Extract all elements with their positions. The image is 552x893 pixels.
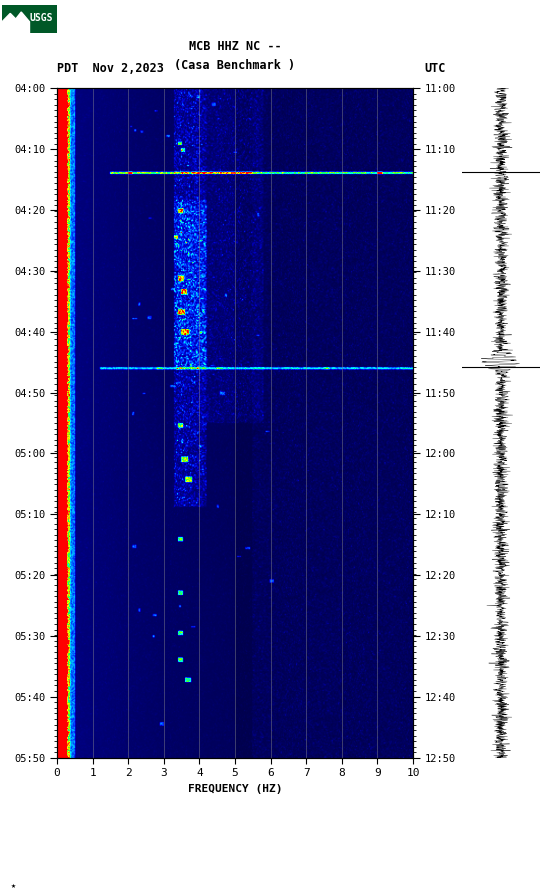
Text: USGS: USGS xyxy=(30,13,54,23)
Text: PDT  Nov 2,2023: PDT Nov 2,2023 xyxy=(57,63,164,75)
Text: UTC: UTC xyxy=(424,63,446,75)
Text: ★: ★ xyxy=(11,881,16,890)
Text: MCB HHZ NC --: MCB HHZ NC -- xyxy=(189,40,282,53)
X-axis label: FREQUENCY (HZ): FREQUENCY (HZ) xyxy=(188,784,282,794)
Polygon shape xyxy=(2,12,29,33)
Text: (Casa Benchmark ): (Casa Benchmark ) xyxy=(174,60,295,72)
